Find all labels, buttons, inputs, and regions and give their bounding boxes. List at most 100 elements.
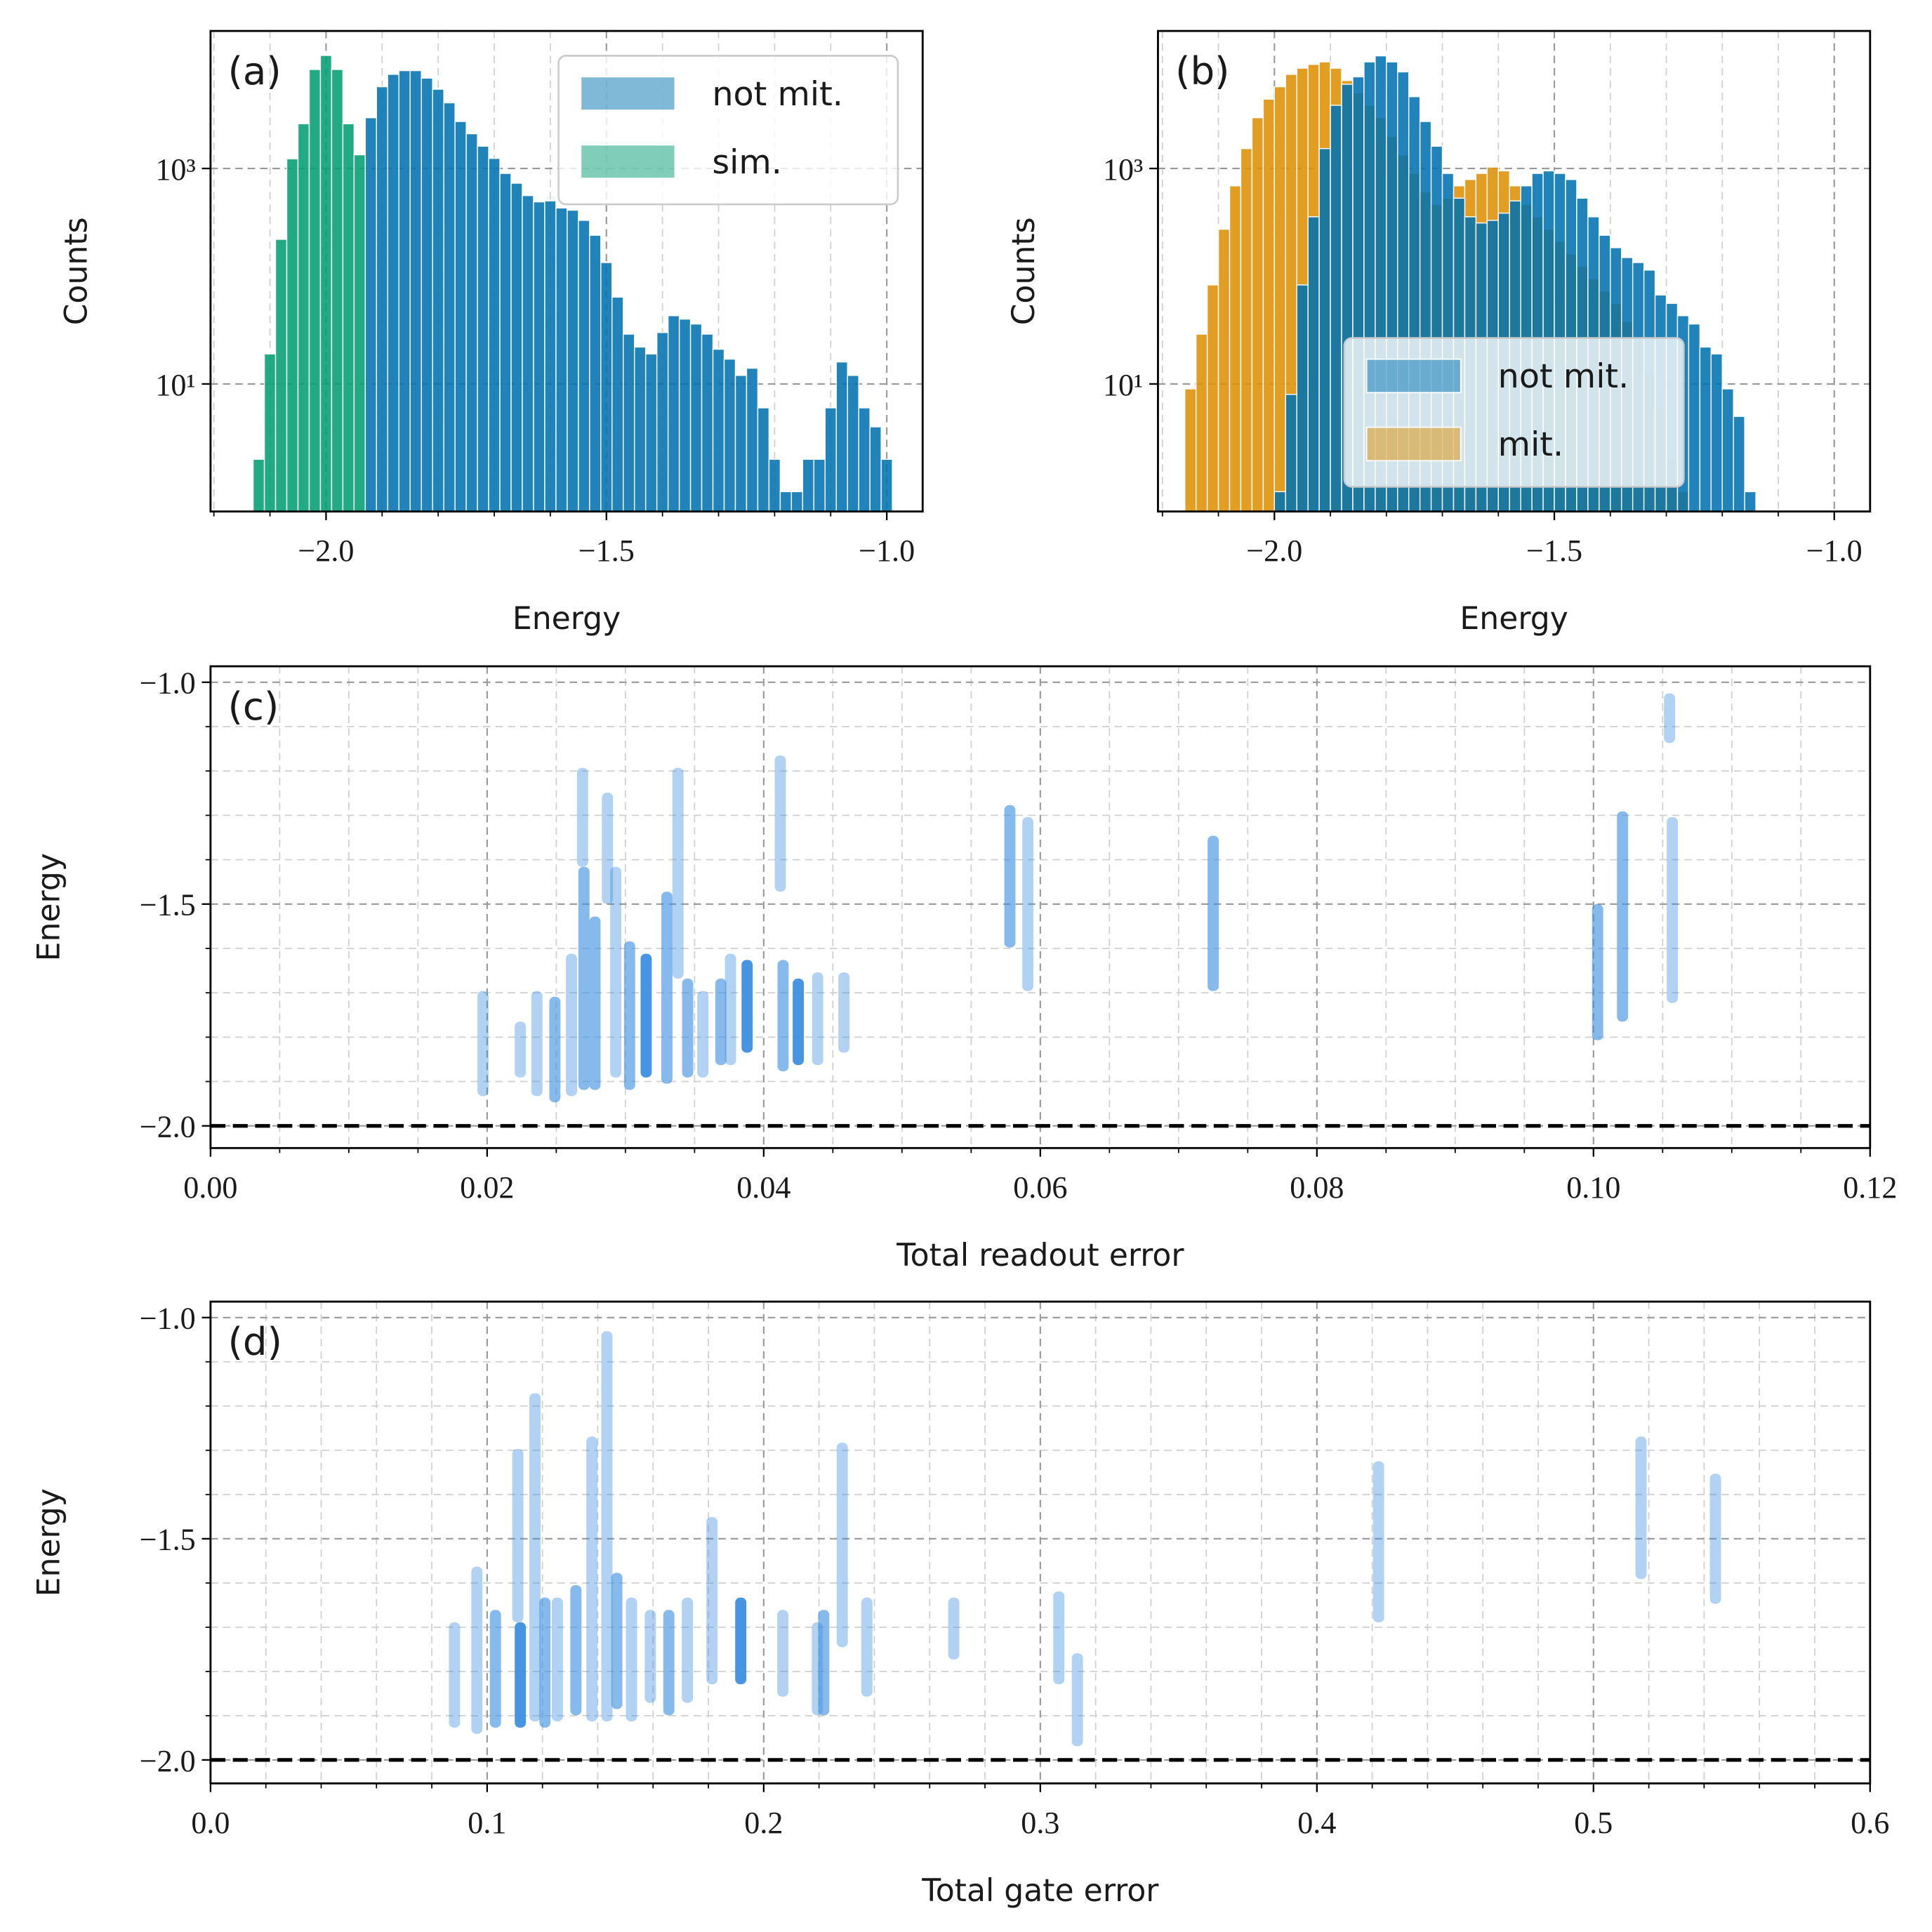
bar [689, 323, 703, 512]
legend-swatch [1365, 358, 1462, 394]
x-tick-label: 0.6 [1851, 1806, 1889, 1840]
x-tick-label: 0.02 [460, 1170, 514, 1205]
x-axis-label: Energy [512, 601, 621, 637]
density-strip [589, 916, 601, 1090]
bar [779, 491, 793, 512]
panel: −2.0 −1.5 −1.0 10¹ 10³ (a) Energy Counts not mit… [58, 29, 924, 637]
density-strip [1053, 1591, 1065, 1685]
density-strip [777, 960, 789, 1072]
density-strip [1004, 805, 1016, 948]
density-strip [489, 1610, 501, 1728]
density-strip [777, 1610, 788, 1697]
density-strip [552, 1597, 563, 1722]
bar [1688, 323, 1701, 512]
density-strip [836, 1443, 848, 1648]
x-tick-label: 0.5 [1574, 1806, 1613, 1840]
density-strip [1071, 1653, 1083, 1747]
bar [274, 239, 288, 512]
bar [1318, 147, 1331, 512]
x-tick-label: 0.0 [191, 1806, 230, 1840]
bar [1229, 185, 1242, 512]
x-tick-label: −1.0 [1806, 534, 1862, 568]
bar [432, 88, 444, 512]
bar [869, 426, 882, 512]
density-strip [512, 1448, 524, 1622]
density-strip [682, 1597, 694, 1703]
legend-label: sim. [712, 143, 782, 182]
density-strip [774, 755, 786, 892]
bar [858, 407, 871, 512]
bar [421, 77, 433, 512]
bar [656, 331, 669, 512]
density-strip [566, 953, 577, 1097]
x-tick-label: 0.04 [736, 1170, 790, 1205]
bar [376, 86, 388, 512]
y-tick-label: 10³ [155, 152, 195, 187]
density-strip [601, 1331, 613, 1722]
bar [1240, 147, 1253, 512]
bar [263, 353, 277, 512]
bar [611, 296, 624, 512]
y-tick-label: −1.5 [140, 1523, 196, 1557]
y-axis-label: Counts [1006, 217, 1042, 325]
bar [634, 346, 647, 512]
bar [443, 102, 456, 512]
bar [1195, 333, 1208, 512]
panel: −2.0 −1.5 −1.0 10¹ 10³ (b) Energy Counts not mit… [1006, 29, 1872, 637]
bar [398, 70, 411, 512]
density-strip [715, 978, 727, 1066]
bar [880, 458, 893, 512]
bar [824, 407, 837, 512]
bar [1307, 216, 1320, 512]
density-strip [1022, 816, 1034, 991]
density-strip [515, 1021, 527, 1078]
density-strip [586, 1436, 598, 1722]
bar [342, 123, 355, 512]
bar [544, 200, 557, 512]
y-axis-label: Energy [32, 853, 67, 961]
density-strip [623, 941, 635, 1090]
legend-swatch [580, 76, 676, 111]
density-strip [611, 1573, 623, 1709]
legend: not mit. mit. [1343, 337, 1685, 488]
bar [252, 458, 265, 512]
density-strip [706, 1516, 718, 1685]
density-strip [539, 1597, 551, 1728]
bar [477, 145, 489, 512]
density-strip [735, 1597, 747, 1685]
x-tick-label: −1.5 [578, 534, 635, 568]
bar [1273, 491, 1286, 512]
bar [353, 154, 366, 512]
bar [1273, 86, 1286, 512]
density-strip [672, 767, 684, 979]
bar [533, 201, 545, 512]
bar [734, 375, 748, 512]
bar [331, 69, 344, 512]
bar [589, 234, 602, 512]
bar [1710, 353, 1723, 512]
density-strip [576, 767, 588, 867]
y-axis-label: Energy [32, 1488, 67, 1596]
x-tick-label: 0.1 [468, 1806, 506, 1840]
legend-label: mit. [1498, 425, 1563, 464]
bar [308, 69, 322, 512]
density-strip [626, 1597, 637, 1722]
bar [802, 458, 815, 512]
x-axis-label: Energy [1460, 601, 1568, 637]
y-axis-label: Counts [58, 217, 94, 325]
density-strip [1664, 693, 1676, 743]
density-strip [741, 960, 753, 1053]
density-strip [640, 953, 652, 1078]
density-strip [570, 1584, 582, 1716]
x-tick-label: −1.0 [859, 534, 915, 568]
legend-swatch [1365, 426, 1462, 462]
bar [1285, 394, 1297, 512]
bar [1733, 416, 1745, 512]
bar [567, 209, 579, 512]
bar [454, 121, 467, 512]
bar [409, 70, 422, 512]
panel-label: (d) [228, 1319, 282, 1364]
axes-frame [1157, 29, 1872, 512]
density-strip [644, 1610, 656, 1703]
